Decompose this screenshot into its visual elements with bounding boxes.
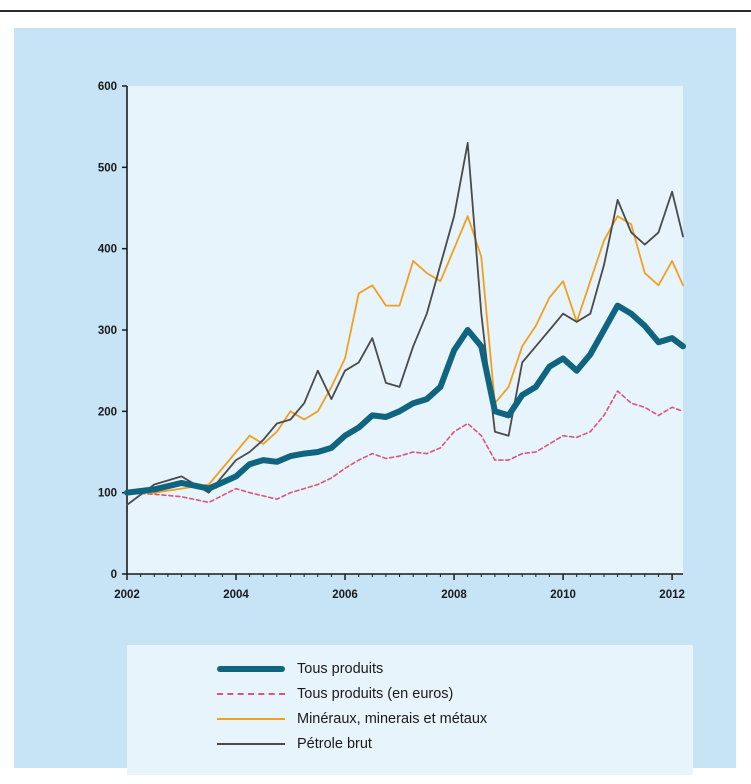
series-line-2	[126, 390, 684, 504]
legend-swatch	[217, 737, 285, 751]
y-tick-label: 100	[98, 488, 117, 500]
series-line-3	[126, 215, 684, 494]
legend-label: Minéraux, minerais et métaux	[297, 711, 488, 727]
series-line-1	[124, 302, 686, 496]
x-tick-label: 2004	[223, 589, 249, 601]
legend-item: Tous produits (en euros)	[217, 684, 453, 704]
y-tick-label: 200	[98, 406, 117, 418]
legend-item: Minéraux, minerais et métaux	[217, 709, 487, 729]
plot-area	[127, 86, 683, 574]
x-tick-label: 2002	[114, 589, 140, 601]
top-rule	[0, 10, 751, 12]
x-tick-label: 2012	[659, 589, 685, 601]
legend-swatch	[217, 687, 285, 701]
legend-swatch	[217, 662, 285, 676]
y-tick-label: 600	[98, 81, 117, 93]
y-tick-label: 300	[98, 325, 117, 337]
legend-item: Tous produits	[217, 659, 383, 679]
x-tick-label: 2008	[441, 589, 467, 601]
line-chart: 0 100 200 300 400 500 600 2002 2004 2006 2008 2010 2…	[98, 81, 686, 601]
legend-label: Pétrole brut	[297, 736, 372, 752]
x-tick-label: 2010	[550, 589, 576, 601]
legend-label: Tous produits (en euros)	[297, 686, 454, 702]
legend-swatch	[217, 712, 285, 726]
legend-label: Tous produits	[297, 661, 384, 677]
series-line-4	[126, 142, 684, 506]
y-tick-label: 0	[111, 569, 117, 581]
y-tick-label: 500	[98, 162, 117, 174]
legend: Tous produits Tous produits (en euros) Min…	[127, 645, 693, 775]
legend-item: Pétrole brut	[217, 734, 372, 754]
y-tick-label: 400	[98, 244, 117, 256]
x-tick-label: 2006	[332, 589, 358, 601]
chart-panel: 0 100 200 300 400 500 600 2002 2004 2006 2008 2010 2…	[14, 28, 736, 775]
